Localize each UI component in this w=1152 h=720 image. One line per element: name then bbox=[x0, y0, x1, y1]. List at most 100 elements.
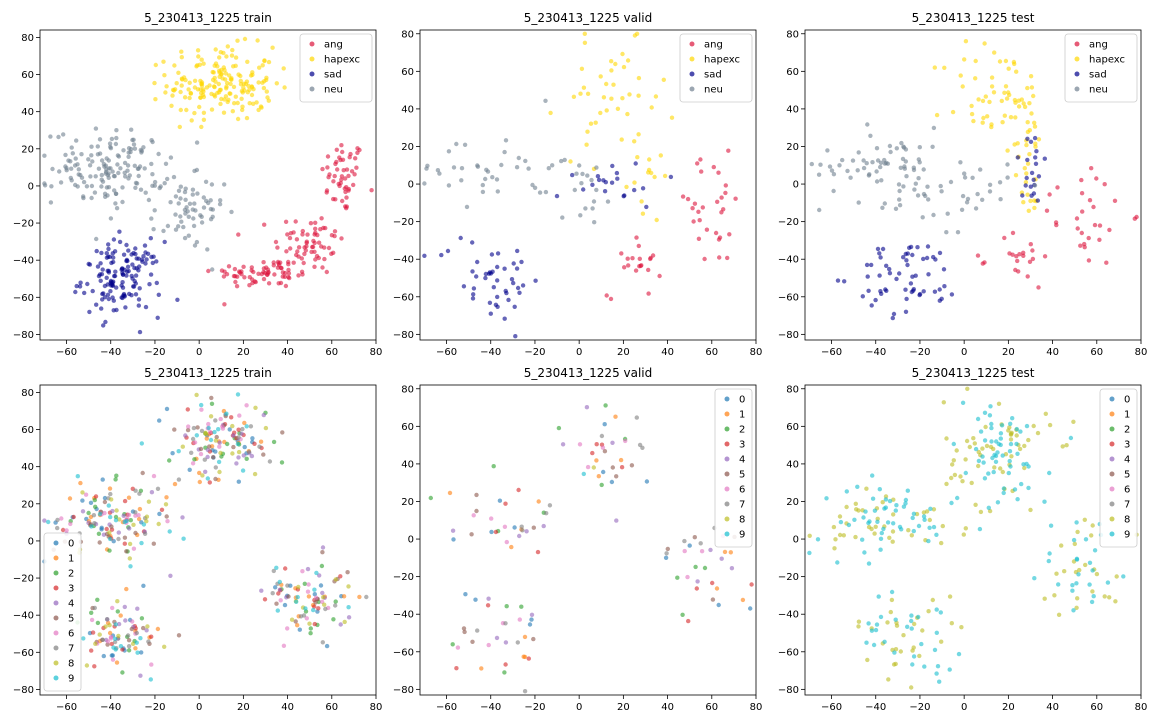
point-8 bbox=[263, 425, 269, 431]
point-7 bbox=[116, 536, 121, 542]
point-9 bbox=[934, 607, 939, 612]
point-8 bbox=[144, 514, 150, 519]
point-ang bbox=[275, 259, 281, 265]
point-neu bbox=[831, 188, 836, 194]
legend-label: ang bbox=[704, 40, 723, 51]
legend-marker bbox=[689, 41, 695, 47]
point-sad bbox=[632, 187, 637, 193]
point-9 bbox=[872, 508, 878, 513]
point-8 bbox=[978, 509, 984, 515]
point-4 bbox=[320, 590, 325, 596]
point-ang bbox=[625, 256, 630, 261]
point-9 bbox=[903, 501, 908, 506]
point-neu bbox=[605, 199, 611, 204]
legend-label: 9 bbox=[1124, 530, 1130, 541]
point-4 bbox=[708, 547, 713, 553]
legend-marker bbox=[1074, 41, 1080, 47]
point-hapexc bbox=[235, 38, 240, 43]
point-0 bbox=[644, 479, 650, 484]
point-8 bbox=[346, 584, 351, 589]
point-sad bbox=[102, 295, 108, 300]
point-0 bbox=[609, 479, 615, 485]
point-sad bbox=[1033, 155, 1038, 160]
y-tick-label: 40 bbox=[401, 104, 414, 115]
point-sad bbox=[554, 193, 560, 199]
y-tick-label: 40 bbox=[786, 459, 799, 470]
point-8 bbox=[930, 597, 935, 603]
point-0 bbox=[489, 529, 494, 535]
point-neu bbox=[205, 247, 210, 252]
y-tick-label: −80 bbox=[13, 330, 34, 341]
point-ang bbox=[221, 274, 227, 279]
point-neu bbox=[594, 165, 599, 170]
point-5 bbox=[195, 425, 200, 430]
point-4 bbox=[719, 556, 724, 561]
point-hapexc bbox=[950, 109, 956, 115]
point-9 bbox=[1090, 568, 1095, 573]
point-sad bbox=[99, 250, 104, 256]
point-8 bbox=[1062, 569, 1067, 574]
point-neu bbox=[110, 169, 115, 174]
point-8 bbox=[1026, 437, 1031, 443]
point-sad bbox=[884, 263, 889, 268]
point-3 bbox=[159, 507, 165, 512]
point-sad bbox=[644, 204, 649, 210]
point-9 bbox=[75, 474, 81, 479]
point-9 bbox=[113, 518, 119, 523]
point-8 bbox=[1035, 430, 1041, 436]
point-sad bbox=[109, 260, 114, 266]
point-ang bbox=[249, 268, 254, 273]
point-9 bbox=[909, 618, 914, 624]
point-sad bbox=[502, 266, 507, 271]
point-8 bbox=[972, 441, 977, 446]
point-neu bbox=[132, 163, 137, 168]
point-sad bbox=[890, 315, 895, 321]
point-ang bbox=[1014, 254, 1019, 259]
point-7 bbox=[55, 517, 60, 523]
point-ang bbox=[242, 275, 247, 280]
point-5 bbox=[629, 463, 635, 468]
point-sad bbox=[106, 296, 112, 302]
point-sad bbox=[633, 161, 638, 166]
point-sad bbox=[1023, 183, 1028, 188]
point-6 bbox=[131, 546, 137, 551]
point-neu bbox=[86, 157, 91, 162]
point-neu bbox=[131, 142, 137, 147]
point-3 bbox=[590, 450, 595, 456]
point-sad bbox=[120, 280, 125, 285]
point-neu bbox=[114, 128, 119, 133]
point-hapexc bbox=[265, 95, 270, 100]
point-0 bbox=[242, 444, 247, 450]
point-8 bbox=[115, 599, 120, 604]
point-sad bbox=[515, 285, 521, 291]
point-9 bbox=[928, 506, 933, 511]
point-sad bbox=[151, 254, 156, 259]
point-9 bbox=[989, 425, 994, 431]
point-neu bbox=[960, 193, 966, 199]
point-sad bbox=[595, 174, 601, 179]
point-5 bbox=[474, 492, 479, 498]
point-sad bbox=[1036, 174, 1042, 179]
x-tick-label: 20 bbox=[617, 347, 630, 358]
point-hapexc bbox=[258, 104, 264, 109]
point-8 bbox=[931, 507, 937, 512]
point-9 bbox=[240, 468, 246, 473]
point-neu bbox=[115, 162, 120, 167]
point-hapexc bbox=[604, 108, 609, 113]
point-hapexc bbox=[216, 81, 221, 87]
point-9 bbox=[113, 647, 118, 652]
point-neu bbox=[925, 184, 930, 189]
point-ang bbox=[219, 268, 225, 273]
y-tick-label: −20 bbox=[13, 574, 34, 585]
point-2 bbox=[219, 454, 224, 459]
point-sad bbox=[939, 296, 944, 301]
point-9 bbox=[1048, 523, 1054, 528]
point-neu bbox=[499, 162, 504, 168]
point-8 bbox=[958, 474, 963, 479]
point-hapexc bbox=[632, 139, 637, 144]
point-sad bbox=[139, 257, 145, 262]
point-9 bbox=[181, 536, 186, 541]
point-7 bbox=[320, 640, 325, 645]
point-hapexc bbox=[969, 103, 974, 109]
point-ang bbox=[637, 256, 642, 261]
